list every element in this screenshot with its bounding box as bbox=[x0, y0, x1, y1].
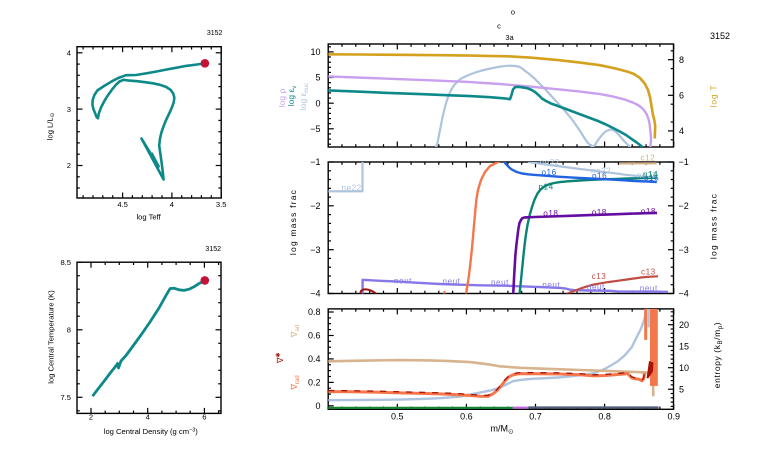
svg-text:10: 10 bbox=[679, 363, 689, 373]
svg-text:3: 3 bbox=[67, 105, 71, 114]
svg-text:n14: n14 bbox=[539, 183, 554, 192]
svg-text:o18: o18 bbox=[543, 209, 558, 218]
svg-text:−1: −1 bbox=[310, 157, 320, 167]
svg-text:3152: 3152 bbox=[205, 246, 221, 253]
svg-text:−4: −4 bbox=[679, 289, 689, 299]
svg-text:0.6: 0.6 bbox=[460, 411, 473, 421]
svg-text:o16: o16 bbox=[644, 174, 659, 183]
svg-text:−4: −4 bbox=[310, 289, 320, 299]
svg-text:ne22: ne22 bbox=[591, 166, 611, 175]
svg-text:n14: n14 bbox=[643, 170, 658, 179]
svg-text:log L/L⊙: log L/L⊙ bbox=[46, 112, 57, 140]
svg-text:neut: neut bbox=[491, 278, 509, 287]
svg-text:4.5: 4.5 bbox=[117, 200, 128, 209]
svg-text:20: 20 bbox=[679, 320, 689, 330]
svg-text:10: 10 bbox=[310, 47, 320, 57]
svg-text:8: 8 bbox=[67, 325, 71, 334]
svg-text:neut: neut bbox=[443, 277, 461, 286]
svg-text:neut: neut bbox=[394, 276, 412, 285]
svg-text:0.8: 0.8 bbox=[308, 307, 321, 317]
svg-text:log ρ: log ρ bbox=[277, 89, 287, 108]
svg-text:0: 0 bbox=[315, 401, 320, 411]
svg-text:ne22: ne22 bbox=[637, 171, 657, 180]
svg-text:0.8: 0.8 bbox=[598, 411, 611, 421]
svg-text:8: 8 bbox=[679, 55, 684, 65]
svg-text:−3: −3 bbox=[310, 245, 320, 255]
svg-text:c: c bbox=[497, 21, 501, 30]
svg-text:ne22: ne22 bbox=[342, 183, 362, 192]
svg-text:0.2: 0.2 bbox=[308, 378, 321, 388]
svg-text:−5: −5 bbox=[310, 124, 320, 134]
svg-text:log mass frac: log mass frac bbox=[288, 189, 298, 255]
svg-text:8.5: 8.5 bbox=[60, 258, 71, 267]
svg-text:5: 5 bbox=[315, 73, 320, 83]
svg-text:log εν: log εν bbox=[286, 86, 298, 107]
svg-text:−3: −3 bbox=[679, 245, 689, 255]
svg-text:4: 4 bbox=[67, 49, 71, 58]
svg-text:4: 4 bbox=[146, 413, 150, 422]
svg-text:5: 5 bbox=[679, 384, 684, 394]
svg-text:3.5: 3.5 bbox=[216, 200, 227, 209]
svg-text:neut: neut bbox=[587, 282, 605, 291]
svg-text:log mass frac: log mass frac bbox=[709, 193, 719, 259]
svg-text:o: o bbox=[511, 8, 515, 17]
svg-text:15: 15 bbox=[679, 341, 689, 351]
svg-text:∇✱: ∇✱ bbox=[275, 352, 285, 364]
svg-text:−2: −2 bbox=[679, 201, 689, 211]
svg-text:0.6: 0.6 bbox=[308, 331, 321, 341]
svg-text:log Teff: log Teff bbox=[136, 213, 161, 222]
svg-text:log T: log T bbox=[708, 85, 718, 108]
svg-text:4: 4 bbox=[679, 126, 684, 136]
svg-text:6: 6 bbox=[679, 91, 684, 101]
svg-text:neut: neut bbox=[542, 281, 560, 290]
svg-text:c13: c13 bbox=[641, 268, 656, 277]
svg-text:0.9: 0.9 bbox=[667, 411, 680, 421]
svg-text:o16: o16 bbox=[542, 168, 557, 177]
svg-text:2: 2 bbox=[89, 413, 93, 422]
svg-text:6: 6 bbox=[202, 413, 206, 422]
svg-text:−2: −2 bbox=[310, 201, 320, 211]
svg-text:c12: c12 bbox=[641, 153, 656, 162]
svg-text:entropy (kB/mp): entropy (kB/mp) bbox=[712, 322, 724, 388]
svg-text:neut: neut bbox=[640, 284, 658, 293]
svg-text:7.5: 7.5 bbox=[60, 393, 71, 402]
svg-text:0.4: 0.4 bbox=[308, 354, 321, 364]
svg-text:0.5: 0.5 bbox=[391, 411, 404, 421]
svg-text:ne22: ne22 bbox=[540, 158, 560, 167]
svg-text:o16: o16 bbox=[592, 171, 607, 180]
svg-text:2: 2 bbox=[67, 161, 71, 170]
svg-text:3a: 3a bbox=[505, 33, 514, 42]
svg-text:4: 4 bbox=[170, 200, 174, 209]
svg-text:log Central Temperature (K): log Central Temperature (K) bbox=[46, 290, 55, 384]
svg-text:−1: −1 bbox=[679, 157, 689, 167]
svg-text:3152: 3152 bbox=[207, 30, 223, 37]
svg-text:log Central Density (g cm−3): log Central Density (g cm−3) bbox=[104, 427, 199, 436]
svg-text:o18: o18 bbox=[592, 208, 607, 217]
svg-text:o18: o18 bbox=[641, 207, 656, 216]
svg-text:3152: 3152 bbox=[710, 31, 730, 41]
svg-text:c13: c13 bbox=[592, 272, 607, 281]
svg-text:0: 0 bbox=[315, 98, 320, 108]
svg-text:0.7: 0.7 bbox=[529, 411, 542, 421]
